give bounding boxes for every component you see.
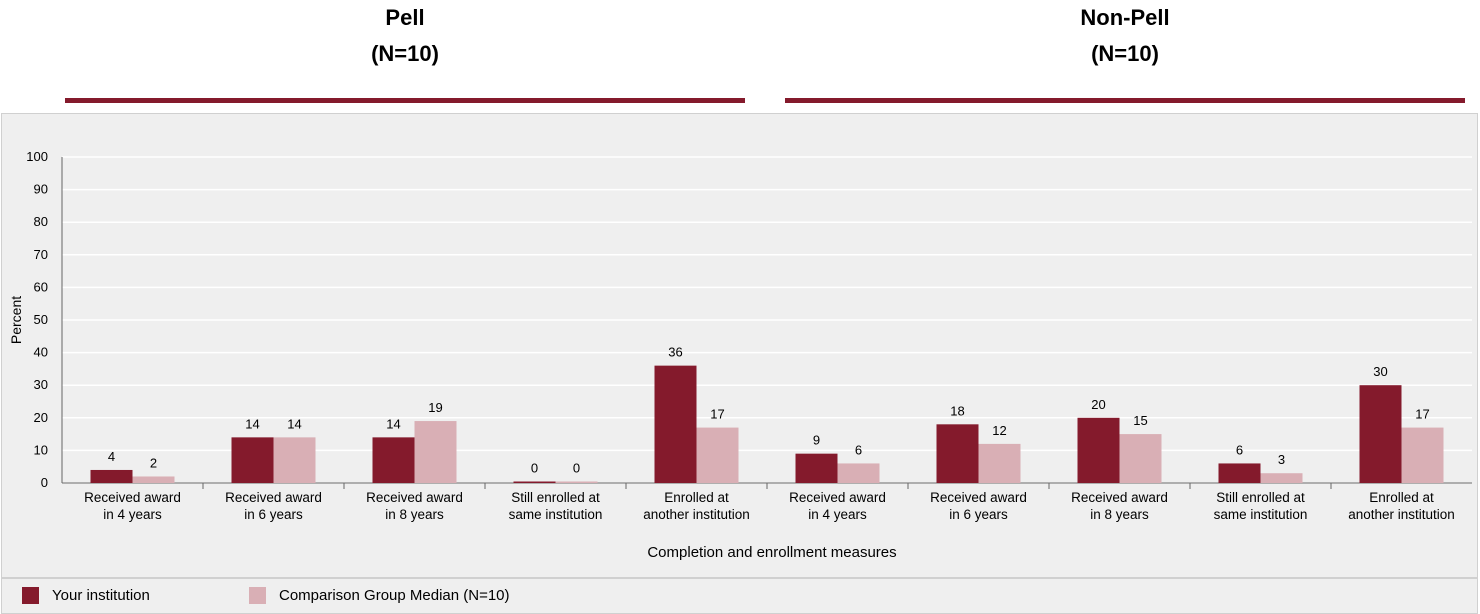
x-tick-label: same institution — [1214, 507, 1308, 522]
group-title-pell: Pell — [385, 5, 425, 30]
legend-label-comparison: Comparison Group Median (N=10) — [279, 587, 510, 604]
data-label: 20 — [1091, 397, 1105, 412]
group-rule-pell — [65, 98, 745, 103]
bar-institution — [1077, 417, 1120, 483]
legend-swatch-comparison — [249, 587, 266, 604]
x-tick-label: Still enrolled at — [1216, 490, 1305, 505]
data-label: 2 — [150, 455, 157, 470]
x-tick-label: Received award — [1071, 490, 1168, 505]
x-tick-label: same institution — [509, 507, 603, 522]
group-header-nonpell: Non-Pell (N=10) — [785, 0, 1465, 72]
bar-comparison — [1119, 434, 1162, 483]
x-tick-label: Enrolled at — [664, 490, 729, 505]
bar-comparison — [1401, 427, 1444, 483]
data-label: 17 — [710, 407, 724, 422]
y-axis-label: Percent — [8, 296, 24, 344]
x-axis-label: Completion and enrollment measures — [647, 544, 896, 561]
group-title-nonpell: Non-Pell — [1080, 5, 1170, 30]
data-label: 15 — [1133, 413, 1147, 428]
x-tick-label: Received award — [366, 490, 463, 505]
bar-institution — [372, 437, 415, 483]
x-tick-label: Received award — [930, 490, 1027, 505]
y-tick-label: 80 — [34, 214, 48, 229]
bar-comparison — [132, 476, 175, 483]
group-rule-nonpell — [785, 98, 1465, 103]
y-tick-label: 70 — [34, 247, 48, 262]
x-tick-label: Received award — [225, 490, 322, 505]
data-label: 0 — [573, 461, 580, 476]
data-label: 3 — [1278, 452, 1285, 467]
bar-comparison — [414, 421, 457, 483]
bar-comparison — [837, 463, 880, 483]
data-label: 6 — [1236, 442, 1243, 457]
bar-comparison — [696, 427, 739, 483]
y-tick-label: 90 — [34, 182, 48, 197]
data-label: 14 — [245, 416, 259, 431]
group-n-nonpell: (N=10) — [1091, 41, 1159, 66]
data-label: 0 — [531, 461, 538, 476]
bar-comparison — [555, 481, 598, 483]
legend-item-institution: Your institution — [22, 587, 150, 604]
x-tick-label: Received award — [789, 490, 886, 505]
bar-institution — [795, 453, 838, 483]
y-tick-label: 60 — [34, 279, 48, 294]
data-label: 9 — [813, 433, 820, 448]
data-label: 17 — [1415, 407, 1429, 422]
group-n-pell: (N=10) — [371, 41, 439, 66]
x-tick-label: in 8 years — [385, 507, 444, 522]
chart-panel: 0 10 20 30 40 50 60 70 80 90 100 Percent 4 2 Received … — [1, 113, 1478, 578]
data-label: 18 — [950, 403, 964, 418]
y-tick-label: 10 — [34, 442, 48, 457]
x-tick-label: in 4 years — [808, 507, 867, 522]
bar-institution — [1218, 463, 1261, 483]
y-tick-label: 20 — [34, 410, 48, 425]
bar-comparison — [1260, 473, 1303, 483]
bar-institution — [936, 424, 979, 483]
legend-swatch-institution — [22, 587, 39, 604]
y-tick-label: 40 — [34, 345, 48, 360]
x-tick-label: Received award — [84, 490, 181, 505]
y-tick-label: 100 — [26, 149, 48, 164]
bar-institution — [513, 481, 556, 483]
y-tick-label: 30 — [34, 377, 48, 392]
x-tick-label: in 4 years — [103, 507, 162, 522]
legend-label-institution: Your institution — [52, 587, 150, 604]
y-tick-label: 0 — [41, 475, 48, 490]
legend-item-comparison: Comparison Group Median (N=10) — [249, 587, 510, 604]
bar-comparison — [978, 443, 1021, 483]
data-label: 36 — [668, 345, 682, 360]
y-tick-label: 50 — [34, 312, 48, 327]
x-tick-label: Still enrolled at — [511, 490, 600, 505]
x-tick-label: in 6 years — [949, 507, 1008, 522]
bar-institution — [90, 469, 133, 483]
bar-comparison — [273, 437, 316, 483]
data-label: 14 — [287, 416, 301, 431]
x-tick-label: another institution — [643, 507, 750, 522]
x-tick-label: Enrolled at — [1369, 490, 1434, 505]
data-label: 19 — [428, 400, 442, 415]
x-tick-label: in 8 years — [1090, 507, 1149, 522]
bar-institution — [654, 365, 697, 483]
data-label: 6 — [855, 442, 862, 457]
group-header-pell: Pell (N=10) — [65, 0, 745, 72]
x-tick-label: in 6 years — [244, 507, 303, 522]
bar-institution — [1359, 385, 1402, 483]
data-label: 4 — [108, 449, 115, 464]
data-label: 12 — [992, 423, 1006, 438]
bar-institution — [231, 437, 274, 483]
x-tick-label: another institution — [1348, 507, 1455, 522]
data-label: 30 — [1373, 364, 1387, 379]
data-label: 14 — [386, 416, 400, 431]
legend: Your institution Comparison Group Median… — [1, 578, 1478, 614]
